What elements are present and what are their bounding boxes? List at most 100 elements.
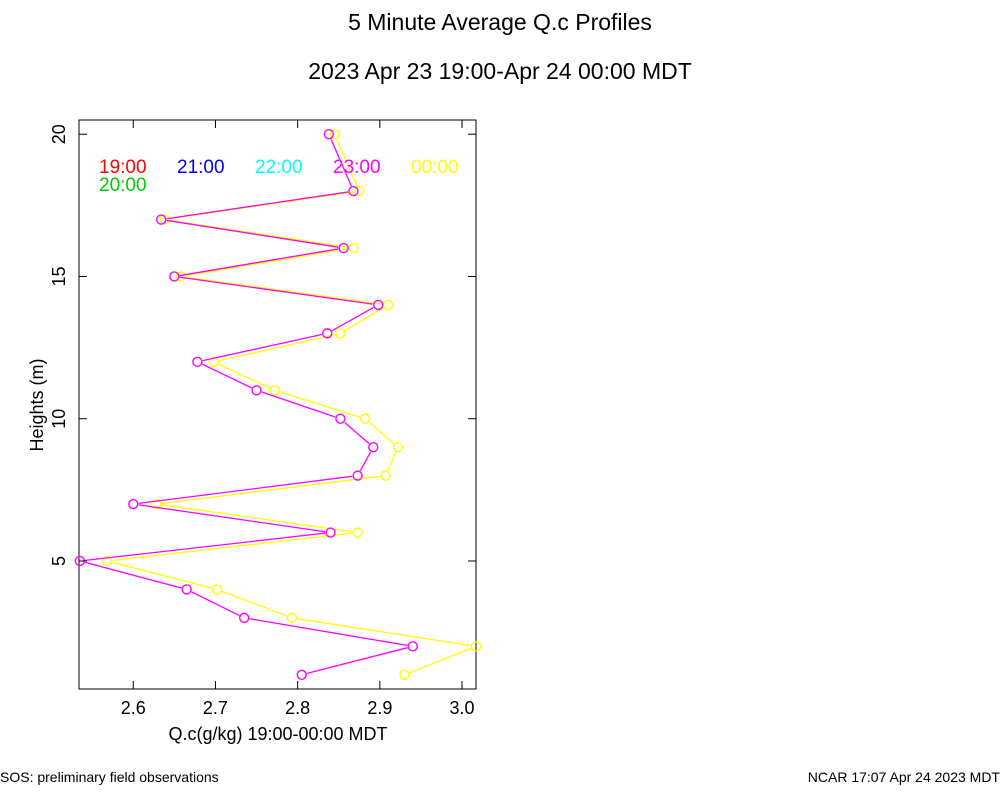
chart-subtitle: 2023 Apr 23 19:00-Apr 24 00:00 MDT: [308, 58, 692, 84]
axis-layer: 2.6 2.7 2.8 2.9 3.0 5 10 15 20: [49, 120, 476, 718]
series-segment: [161, 504, 353, 533]
chart-title: 5 Minute Average Q.c Profiles: [348, 9, 652, 35]
series-segment: [138, 504, 326, 533]
data-point: [208, 356, 219, 368]
data-point: [335, 413, 346, 424]
data-point: [169, 271, 180, 282]
data-point: [155, 214, 167, 225]
series-segment: [179, 248, 339, 277]
data-point: [239, 612, 250, 624]
legend-entry: 22:00: [255, 157, 303, 178]
data-point: [338, 242, 349, 254]
series-segment: [161, 475, 381, 505]
legend-entry: 19:00: [99, 157, 147, 178]
series-segment: [297, 618, 471, 647]
series-segment: [409, 647, 472, 674]
series-2300: [74, 129, 418, 680]
data-point: [175, 271, 187, 282]
series-layer: [74, 129, 482, 680]
series-segment: [279, 391, 360, 418]
legend-entry: 20:00: [99, 175, 147, 196]
data-point: [372, 299, 384, 311]
legend-entry: 23:00: [333, 157, 381, 178]
data-point: [101, 555, 113, 567]
data-point: [322, 328, 333, 339]
series-segment: [166, 219, 339, 248]
data-point: [251, 385, 262, 396]
series-segment: [191, 591, 240, 617]
data-point: [407, 641, 418, 652]
data-point: [382, 299, 394, 311]
series-segment: [186, 248, 349, 277]
series-segment: [261, 391, 336, 418]
data-point: [128, 498, 139, 510]
data-point: [399, 669, 410, 680]
series-segment: [249, 618, 408, 647]
legend-entry: 21:00: [177, 157, 225, 178]
x-tick-label: 3.0: [450, 698, 475, 718]
data-point: [325, 527, 336, 538]
data-point: [470, 641, 482, 652]
y-tick-label: 10: [49, 409, 69, 429]
series-segment: [344, 421, 370, 445]
data-point: [368, 441, 379, 453]
data-point: [211, 584, 223, 595]
series-segment: [179, 276, 373, 305]
data-point: [335, 328, 346, 339]
data-point: [329, 129, 340, 140]
x-tick-label: 2.7: [203, 698, 228, 718]
series-segment: [84, 561, 182, 589]
data-point: [359, 413, 371, 424]
x-axis-label: Q.c(g/kg) 19:00-00:00 MDT: [168, 724, 387, 744]
data-point: [269, 385, 280, 396]
series-0000: [101, 129, 482, 680]
series-segment: [202, 333, 322, 362]
data-point: [352, 527, 363, 538]
series-segment: [112, 532, 353, 562]
data-point: [392, 441, 404, 453]
data-point: [348, 242, 359, 254]
x-tick-label: 2.6: [121, 698, 146, 718]
y-axis-label: Heights (m): [27, 358, 47, 451]
legend-entry: 00:00: [411, 157, 459, 178]
x-tick-label: 2.8: [285, 698, 310, 718]
data-point: [354, 185, 365, 197]
series-segment: [169, 219, 349, 248]
series-segment: [186, 276, 383, 305]
y-tick-label: 20: [49, 124, 69, 144]
data-point: [286, 612, 298, 624]
series-segment: [218, 363, 270, 389]
data-point: [348, 185, 359, 197]
x-tick-label: 2.9: [367, 698, 392, 718]
series-segment: [219, 333, 336, 362]
data-point: [380, 470, 391, 481]
series-segment: [387, 451, 397, 471]
series-segment: [85, 532, 326, 562]
series-segment: [112, 561, 212, 589]
series-segment: [359, 451, 372, 472]
data-point: [159, 214, 170, 225]
series-segment: [306, 647, 408, 675]
data-point: [151, 498, 162, 510]
series-segment: [221, 590, 287, 617]
series-segment: [138, 475, 353, 505]
data-point: [181, 584, 192, 595]
data-point: [323, 129, 335, 140]
series-segment: [331, 307, 374, 332]
series-segment: [330, 139, 352, 187]
data-point: [352, 470, 363, 481]
footer-left-note: SOS: preliminary field observations: [0, 769, 219, 785]
series-segment: [368, 421, 395, 445]
plot-frame: [78, 119, 477, 690]
data-point: [296, 669, 307, 680]
series-segment: [202, 363, 252, 389]
data-point: [192, 356, 203, 368]
footer-right-note: NCAR 17:07 Apr 24 2023 MDT: [808, 769, 1000, 785]
series-segment: [166, 191, 349, 220]
series-segment: [336, 139, 358, 187]
y-tick-label: 15: [49, 266, 69, 286]
legend: 19:00 21:00 22:00 23:00 00:00 20:00: [99, 157, 459, 196]
series-segment: [344, 307, 384, 332]
